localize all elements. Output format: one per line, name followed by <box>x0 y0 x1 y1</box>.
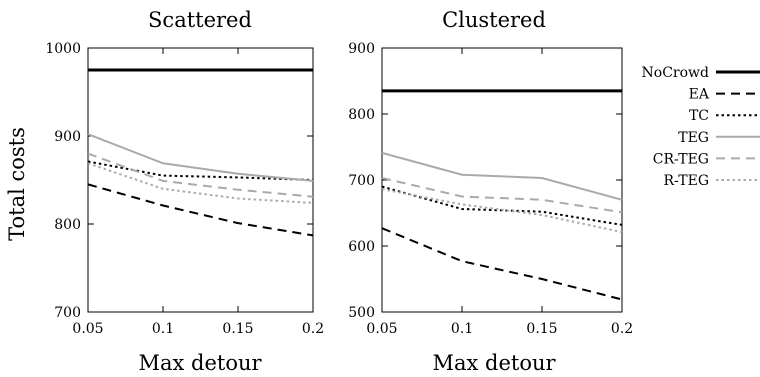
series-line-teg <box>87 133 314 182</box>
y-tick-label: 600 <box>348 239 375 255</box>
legend-item-r-teg: R-TEG <box>663 173 760 189</box>
panel-title: Scattered <box>148 8 252 32</box>
x-tick-label: 0.15 <box>526 321 557 337</box>
x-axis-label: Max detour <box>138 351 262 375</box>
series-line-ea <box>87 183 314 237</box>
series-line-teg <box>381 151 623 201</box>
legend-label: EA <box>689 87 710 103</box>
legend: NoCrowd EA TC TEG CR-TEG R-TEG <box>642 65 760 189</box>
y-tick-label: 500 <box>348 305 375 321</box>
y-tick-label: 800 <box>348 107 375 123</box>
x-axis-label: Max detour <box>432 351 556 375</box>
legend-item-nocrowd: NoCrowd <box>642 65 760 81</box>
y-axis-label: Total costs <box>5 127 29 241</box>
legend-item-ea: EA <box>689 87 760 103</box>
series-line-tc <box>87 160 314 181</box>
legend-item-cr-teg: CR-TEG <box>653 151 760 167</box>
y-tick-label: 900 <box>348 41 375 57</box>
series-line-ea <box>381 227 623 301</box>
legend-label: NoCrowd <box>642 65 709 81</box>
plot-frame <box>87 47 314 313</box>
series-line-cr-teg <box>381 177 623 214</box>
y-tick-label: 700 <box>348 173 375 189</box>
panel-title: Clustered <box>442 8 546 32</box>
y-tick-label: 900 <box>54 129 81 145</box>
y-tick-label: 700 <box>54 305 81 321</box>
x-tick-label: 0.1 <box>152 321 174 337</box>
plot-frame <box>381 47 623 313</box>
legend-label: CR-TEG <box>653 151 709 167</box>
x-tick-label: 0.05 <box>72 321 103 337</box>
legend-label: TC <box>689 108 709 124</box>
legend-label: TEG <box>678 130 709 146</box>
x-tick-label: 0.2 <box>302 321 324 337</box>
scattered-panel: Scattered Max detour Total costs 0.05 0.1… <box>5 8 324 375</box>
series-line-cr-teg <box>87 152 314 198</box>
series-line-r-teg <box>87 162 314 204</box>
series-line-r-teg <box>381 188 623 234</box>
legend-label: R-TEG <box>663 173 709 189</box>
x-tick-label: 0.15 <box>222 321 253 337</box>
legend-item-tc: TC <box>689 108 760 124</box>
x-tick-label: 0.2 <box>611 321 633 337</box>
series-line-tc <box>381 185 623 226</box>
y-tick-label: 1000 <box>45 41 81 57</box>
clustered-panel: Clustered Max detour 0.05 0.1 0.15 0.2 500 60… <box>348 8 633 375</box>
legend-item-teg: TEG <box>678 130 760 146</box>
y-tick-label: 800 <box>54 217 81 233</box>
x-tick-label: 0.1 <box>451 321 473 337</box>
x-tick-label: 0.05 <box>366 321 397 337</box>
